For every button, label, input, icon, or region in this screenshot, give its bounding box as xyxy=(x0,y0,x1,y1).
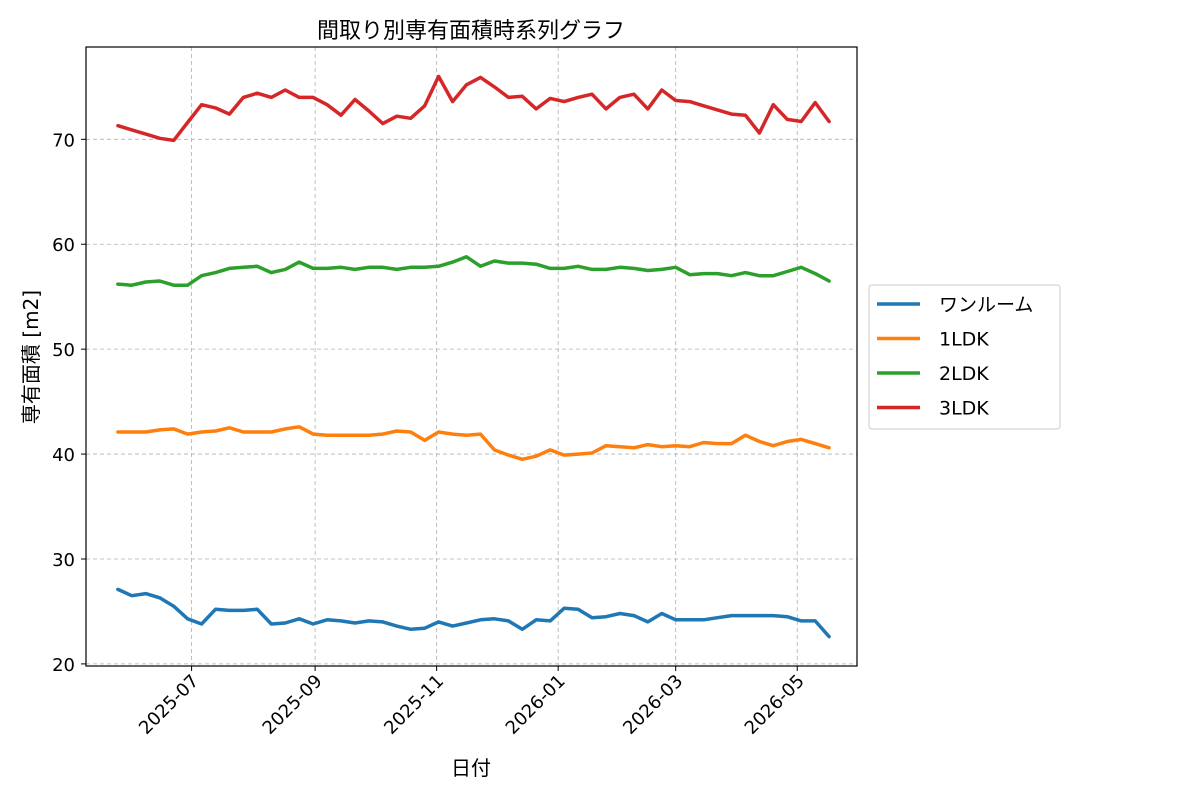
series-line-ワンルーム xyxy=(116,587,831,639)
x-tick-label: 2025-07 xyxy=(135,671,203,739)
series-lines xyxy=(116,74,831,639)
x-tick-label: 2026-03 xyxy=(619,671,687,739)
y-tick-label: 50 xyxy=(52,340,75,361)
x-axis-title: 日付 xyxy=(451,756,491,780)
y-tick-label: 40 xyxy=(52,445,75,466)
x-tick-label: 2025-11 xyxy=(380,671,448,739)
legend-label: 3LDK xyxy=(939,398,989,420)
series-line-3LDK xyxy=(116,74,831,143)
chart-title: 間取り別専有面積時系列グラフ xyxy=(317,19,625,44)
y-tick-label: 20 xyxy=(52,655,75,676)
y-axis-title: 専有面積 [m2] xyxy=(19,290,43,424)
y-tick-label: 70 xyxy=(52,130,75,151)
grid xyxy=(86,47,857,666)
y-axis: 20 30 40 50 60 70 xyxy=(52,130,86,676)
y-tick-label: 60 xyxy=(52,235,75,256)
legend-label: ワンルーム xyxy=(939,294,1033,316)
x-tick-label: 2025-09 xyxy=(259,671,327,739)
legend: ワンルーム 1LDK 2LDK 3LDK xyxy=(868,284,1061,430)
series-line-2LDK xyxy=(116,255,831,287)
legend-label: 2LDK xyxy=(939,363,989,385)
series-line-1LDK xyxy=(116,425,831,462)
x-tick-label: 2026-05 xyxy=(741,671,809,739)
plot-frame xyxy=(85,46,858,667)
x-axis: 2025-07 2025-09 2025-11 2026-01 2026-03 2026-… xyxy=(135,666,809,739)
legend-box xyxy=(868,284,1061,430)
x-tick-label: 2026-01 xyxy=(502,671,570,739)
legend-label: 1LDK xyxy=(939,329,989,351)
y-tick-label: 30 xyxy=(52,550,75,571)
